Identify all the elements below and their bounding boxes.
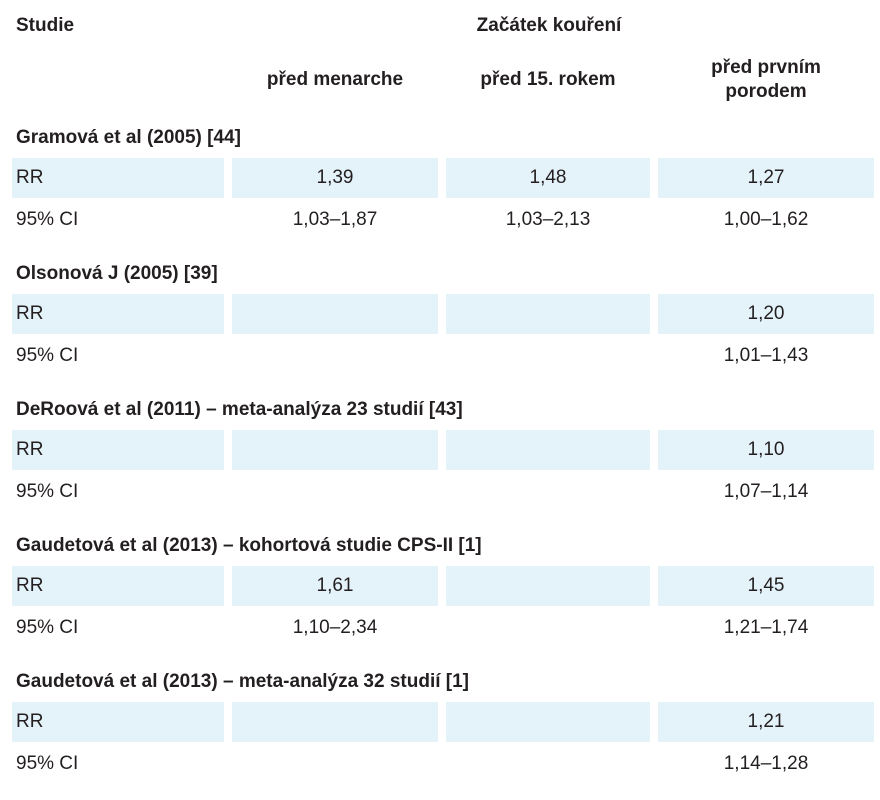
column-header-first-birth: před prvním porodem [658, 56, 874, 104]
row-label: RR [12, 430, 224, 470]
row-label: 95% CI [16, 753, 79, 774]
rr-row: RR 1,10 [12, 430, 874, 470]
value-cell: 1,20 [658, 294, 874, 334]
row-label: RR [12, 566, 224, 606]
value-cell: 1,10 [658, 430, 874, 470]
value-cell [446, 608, 650, 648]
value-cell: 1,21 [658, 702, 874, 742]
study-title: Gaudetová et al (2013) – kohortová studi… [16, 535, 482, 556]
value-cell: 1,61 [232, 566, 438, 606]
row-label: 95% CI [16, 481, 79, 502]
value-cell: 1,27 [658, 158, 874, 198]
row-label: RR [12, 702, 224, 742]
row-label: RR [12, 294, 224, 334]
study-title: Gramová et al (2005) [44] [16, 127, 241, 148]
rr-row: RR 1,20 [12, 294, 874, 334]
row-label: RR [12, 158, 224, 198]
column-header-menarche: před menarche [266, 69, 404, 90]
column-header-first-birth-line1: před prvním [711, 57, 821, 78]
value-cell: 1,03–1,87 [292, 209, 378, 230]
value-cell [446, 566, 650, 606]
value-cell [446, 430, 650, 470]
value-cell [232, 744, 438, 784]
value-cell: 1,14–1,28 [723, 753, 809, 774]
column-header-before-15: před 15. rokem [480, 69, 616, 90]
value-cell [446, 702, 650, 742]
rr-row: RR 1,21 [12, 702, 874, 742]
value-cell: 1,00–1,62 [723, 209, 809, 230]
value-cell [232, 472, 438, 512]
rr-row: RR 1,61 1,45 [12, 566, 874, 606]
value-cell [232, 430, 438, 470]
study-column-header: Studie [16, 15, 75, 36]
ci-row: 95% CI 1,14–1,28 [12, 744, 874, 784]
value-cell: 1,45 [658, 566, 874, 606]
value-cell [232, 336, 438, 376]
value-cell: 1,10–2,34 [292, 617, 378, 638]
value-cell: 1,01–1,43 [723, 345, 809, 366]
value-cell: 1,21–1,74 [723, 617, 809, 638]
value-cell [446, 294, 650, 334]
value-cell: 1,07–1,14 [723, 481, 809, 502]
value-cell [446, 336, 650, 376]
study-title: Olsonová J (2005) [39] [16, 263, 218, 284]
ci-row: 95% CI 1,03–1,87 1,03–2,13 1,00–1,62 [12, 200, 874, 240]
row-label: 95% CI [16, 209, 79, 230]
column-header-first-birth-line2: porodem [725, 81, 807, 102]
value-cell: 1,39 [232, 158, 438, 198]
ci-row: 95% CI 1,07–1,14 [12, 472, 874, 512]
value-cell: 1,48 [446, 158, 650, 198]
study-title: DeRoová et al (2011) – meta-analýza 23 s… [16, 399, 463, 420]
value-cell [232, 294, 438, 334]
group-header: Začátek kouření [476, 15, 622, 36]
value-cell [446, 744, 650, 784]
value-cell [232, 702, 438, 742]
row-label: 95% CI [16, 617, 79, 638]
study-title: Gaudetová et al (2013) – meta-analýza 32… [16, 671, 470, 692]
row-label: 95% CI [16, 345, 79, 366]
value-cell: 1,03–2,13 [505, 209, 591, 230]
ci-row: 95% CI 1,10–2,34 1,21–1,74 [12, 608, 874, 648]
ci-row: 95% CI 1,01–1,43 [12, 336, 874, 376]
value-cell [446, 472, 650, 512]
rr-row: RR 1,39 1,48 1,27 [12, 158, 874, 198]
